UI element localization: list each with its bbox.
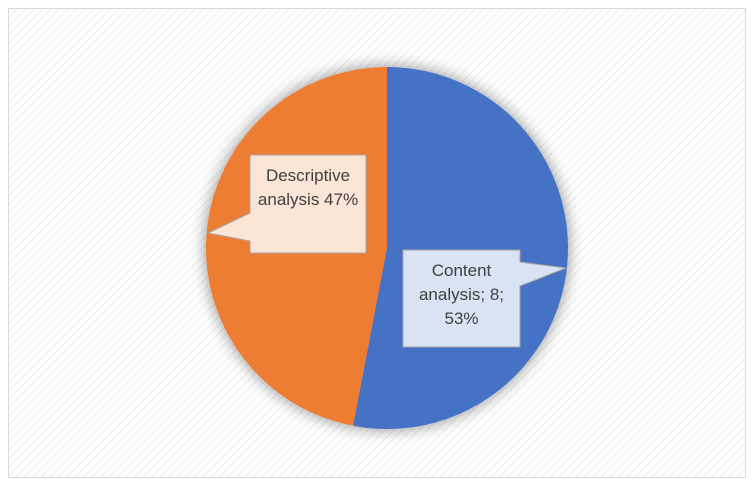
data-label: Content analysis; 8; 53% bbox=[419, 261, 504, 328]
label-callout bbox=[206, 154, 367, 254]
data-label: Descriptive analysis 47% bbox=[258, 166, 358, 209]
label-callout bbox=[402, 249, 567, 348]
